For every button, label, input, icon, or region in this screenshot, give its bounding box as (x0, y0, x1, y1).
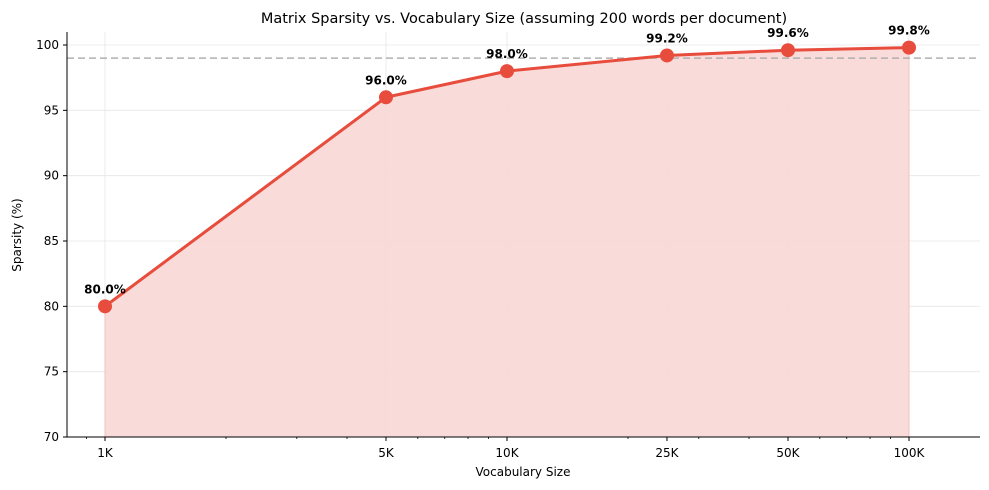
y-tick-label: 85 (44, 234, 59, 248)
area-fill (104, 47, 910, 437)
data-label: 99.8% (888, 24, 930, 38)
y-axis-label: Sparsity (%) (10, 198, 24, 272)
x-tick-label: 100K (894, 446, 926, 460)
y-tick-label: 95 (44, 103, 59, 117)
data-label: 98.0% (486, 47, 528, 61)
data-label: 80.0% (84, 282, 126, 296)
x-tick-label: 1K (97, 446, 114, 460)
chart-title: Matrix Sparsity vs. Vocabulary Size (ass… (261, 11, 787, 27)
y-tick-label: 90 (44, 169, 59, 183)
data-label: 99.2% (646, 31, 688, 45)
axes (66, 32, 980, 438)
y-axis-ticks: 70 75 80 85 90 95 100 (36, 38, 67, 444)
data-label: 96.0% (365, 73, 407, 87)
data-point-marker (98, 299, 112, 314)
y-tick-label: 70 (44, 430, 59, 444)
x-axis-label: Vocabulary Size (476, 465, 571, 479)
y-tick-label: 80 (44, 299, 59, 313)
series-line (98, 40, 916, 314)
x-axis-ticks: 1K 5K 10K 25K 50K 100K (86, 437, 926, 460)
data-labels: 80.0% 96.0% 98.0% 99.2% 99.6% 99.8% (84, 24, 930, 297)
y-tick-label: 75 (44, 365, 59, 379)
y-tick-label: 100 (36, 38, 59, 52)
data-point-marker (780, 43, 795, 58)
series-polyline (104, 46, 910, 308)
area-fill-region (105, 47, 909, 437)
data-label: 99.6% (767, 26, 809, 40)
x-tick-label: 5K (378, 446, 395, 460)
data-point-marker (902, 40, 916, 55)
x-tick-label: 50K (776, 446, 800, 460)
data-point-marker (500, 64, 514, 79)
data-point-marker (378, 90, 393, 105)
data-point-marker (659, 48, 674, 63)
x-tick-label: 25K (655, 446, 679, 460)
x-tick-label: 10K (495, 446, 519, 460)
